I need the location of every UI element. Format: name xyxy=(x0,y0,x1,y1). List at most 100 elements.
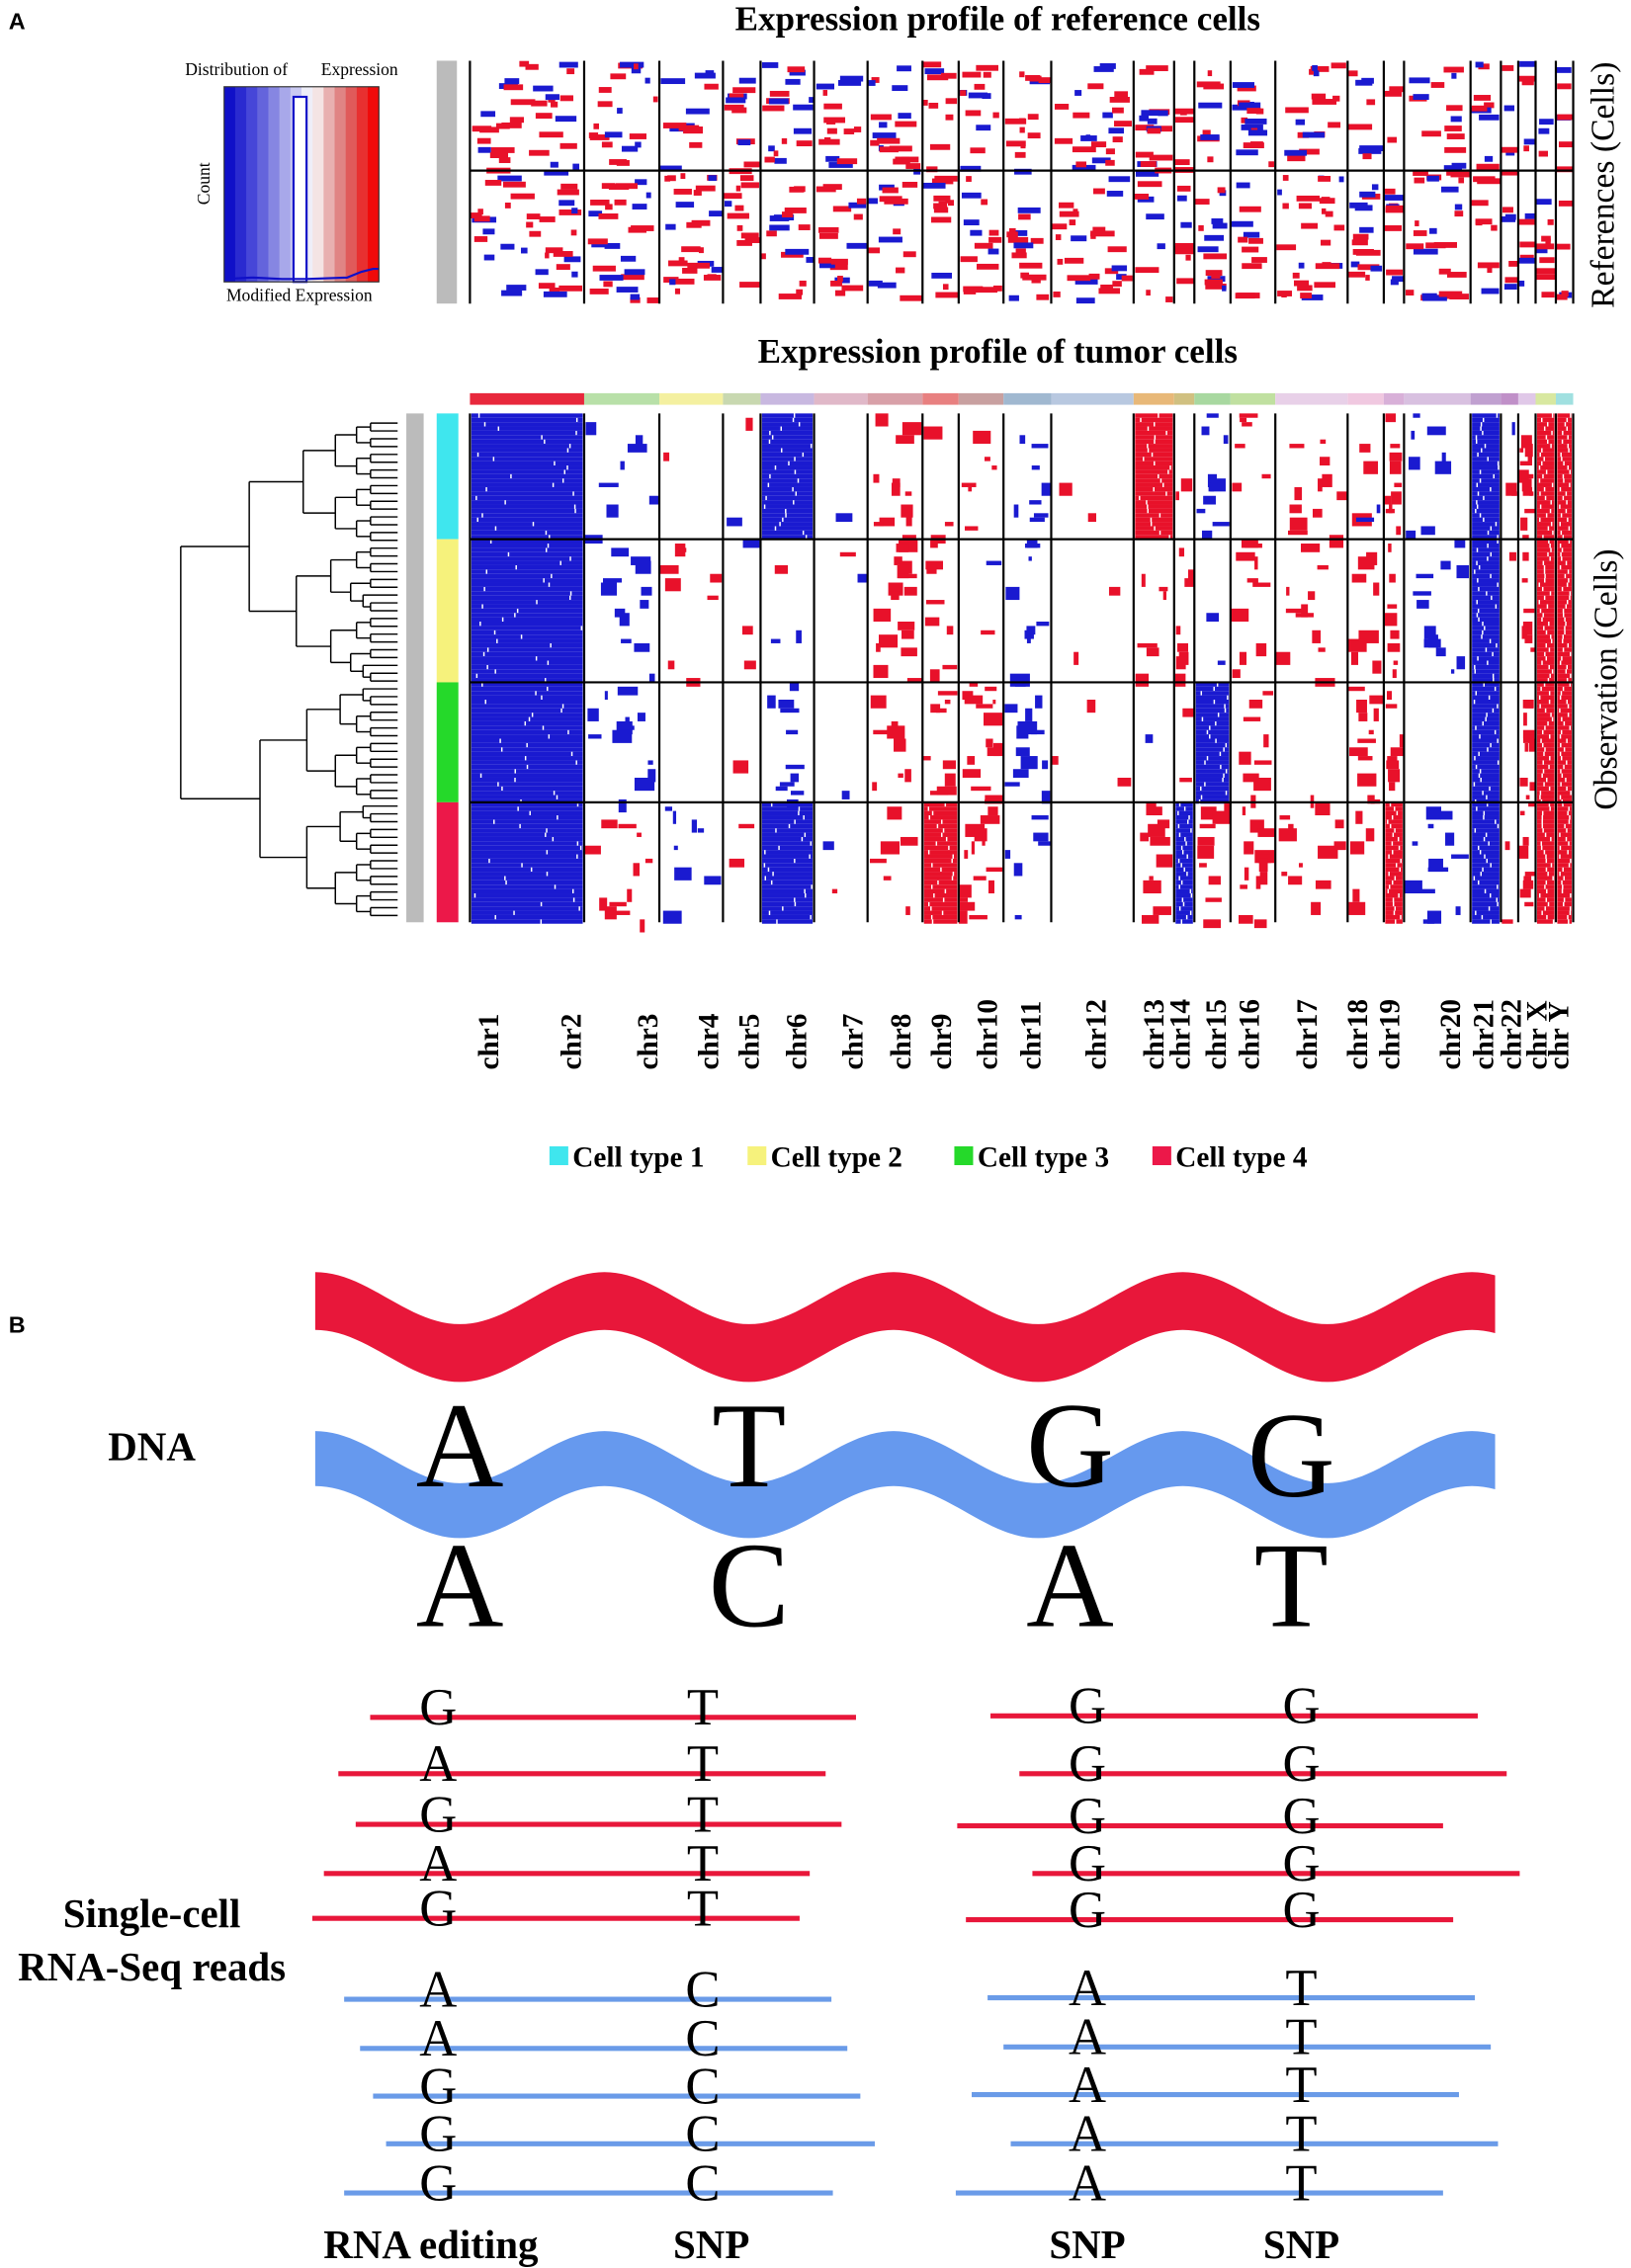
heat-cell xyxy=(539,216,556,222)
heat-cell xyxy=(1569,444,1573,449)
heat-cell xyxy=(1135,417,1141,423)
heat-cell xyxy=(873,608,892,623)
heat-cell xyxy=(973,430,991,445)
heat-cell xyxy=(510,193,535,200)
heat-cell xyxy=(879,517,896,527)
heat-cell xyxy=(923,850,928,855)
heat-cell xyxy=(558,795,583,799)
heat-cell xyxy=(1536,495,1545,501)
heat-cell xyxy=(1564,647,1573,652)
heat-cell xyxy=(806,257,814,263)
heat-cell xyxy=(767,695,776,709)
heat-cell xyxy=(471,708,561,714)
heat-cell xyxy=(1543,473,1555,479)
heat-cell xyxy=(522,863,583,868)
heat-cell xyxy=(1520,435,1532,449)
heat-cell xyxy=(1251,257,1267,263)
heat-cell xyxy=(1135,504,1148,509)
heat-cell xyxy=(471,426,498,431)
heat-cell xyxy=(1557,910,1570,915)
heat-cell xyxy=(1498,704,1500,709)
heat-cell xyxy=(936,708,947,714)
heat-cell xyxy=(471,578,544,583)
heat-cell xyxy=(1386,269,1404,276)
heat-cell xyxy=(1472,910,1476,915)
heat-cell xyxy=(506,285,527,291)
heat-cell xyxy=(799,478,814,483)
heat-cell xyxy=(550,734,583,739)
heat-cell xyxy=(960,256,978,263)
heat-cell xyxy=(1472,622,1483,627)
heat-cell xyxy=(1195,695,1228,700)
heat-cell xyxy=(803,836,814,842)
heat-cell xyxy=(1406,243,1424,250)
heat-cell xyxy=(1031,815,1049,820)
heat-cell xyxy=(1421,130,1441,137)
heat-cell xyxy=(1567,500,1573,505)
heat-cell xyxy=(953,854,958,859)
heat-cell xyxy=(531,100,548,107)
heat-cell xyxy=(1557,786,1567,792)
heat-cell xyxy=(896,544,909,552)
heat-cell xyxy=(504,78,520,84)
heat-cell xyxy=(1472,801,1487,807)
legend-label: Cell type 3 xyxy=(978,1141,1109,1173)
heat-cell xyxy=(1451,72,1457,79)
heat-cell xyxy=(1546,832,1555,837)
heat-cell xyxy=(1536,422,1547,427)
heat-cell xyxy=(1135,426,1148,431)
heat-cell xyxy=(724,201,732,208)
heat-cell xyxy=(1557,478,1564,483)
heat-cell xyxy=(520,823,583,829)
heat-cell xyxy=(510,99,536,106)
heat-cell xyxy=(1519,777,1528,787)
heat-cell xyxy=(1395,910,1403,915)
heat-cell xyxy=(1564,764,1573,770)
heat-cell xyxy=(645,192,651,199)
heat-cell xyxy=(761,867,768,873)
heat-cell xyxy=(471,595,570,601)
heat-cell xyxy=(1536,482,1552,487)
heat-cell xyxy=(1475,61,1484,68)
heat-cell xyxy=(1208,876,1221,885)
heat-cell xyxy=(1195,760,1205,765)
heat-cell xyxy=(1029,517,1045,523)
heat-cell xyxy=(1088,273,1100,280)
heat-cell xyxy=(1310,65,1330,72)
heat-cell xyxy=(1541,608,1555,614)
heat-cell xyxy=(1562,513,1573,518)
heat-cell xyxy=(986,560,1002,565)
heat-cell xyxy=(1571,591,1573,596)
heat-cell xyxy=(545,247,563,254)
chromosome-band xyxy=(1517,392,1536,405)
heat-cell xyxy=(1491,573,1500,579)
heat-cell xyxy=(1391,823,1403,829)
heat-cell xyxy=(634,63,639,70)
dna-label: DNA xyxy=(108,1424,196,1469)
heat-cell xyxy=(1175,801,1179,807)
heat-cell xyxy=(1568,582,1573,587)
heat-cell xyxy=(1035,695,1043,709)
heat-cell xyxy=(1472,500,1477,505)
heat-cell xyxy=(953,876,958,881)
heat-cell xyxy=(551,101,558,108)
heat-cell xyxy=(789,682,800,692)
heat-cell xyxy=(1484,102,1495,109)
heat-cell xyxy=(1472,876,1474,881)
heat-cell xyxy=(1195,699,1214,705)
heat-cell xyxy=(1107,246,1127,253)
heat-cell xyxy=(1425,806,1442,820)
heat-cell xyxy=(795,897,814,902)
heat-cell xyxy=(778,294,802,299)
heat-cell xyxy=(1175,810,1178,816)
heat-cell xyxy=(1563,888,1573,894)
heat-cell xyxy=(1159,473,1173,479)
heat-cell xyxy=(942,819,958,824)
heat-cell xyxy=(930,704,941,714)
heat-cell xyxy=(1282,175,1289,181)
heat-cell xyxy=(1473,176,1496,183)
heat-cell xyxy=(481,773,583,778)
heat-cell xyxy=(637,832,642,837)
heat-cell xyxy=(1486,888,1500,894)
heat-cell xyxy=(1320,239,1331,246)
